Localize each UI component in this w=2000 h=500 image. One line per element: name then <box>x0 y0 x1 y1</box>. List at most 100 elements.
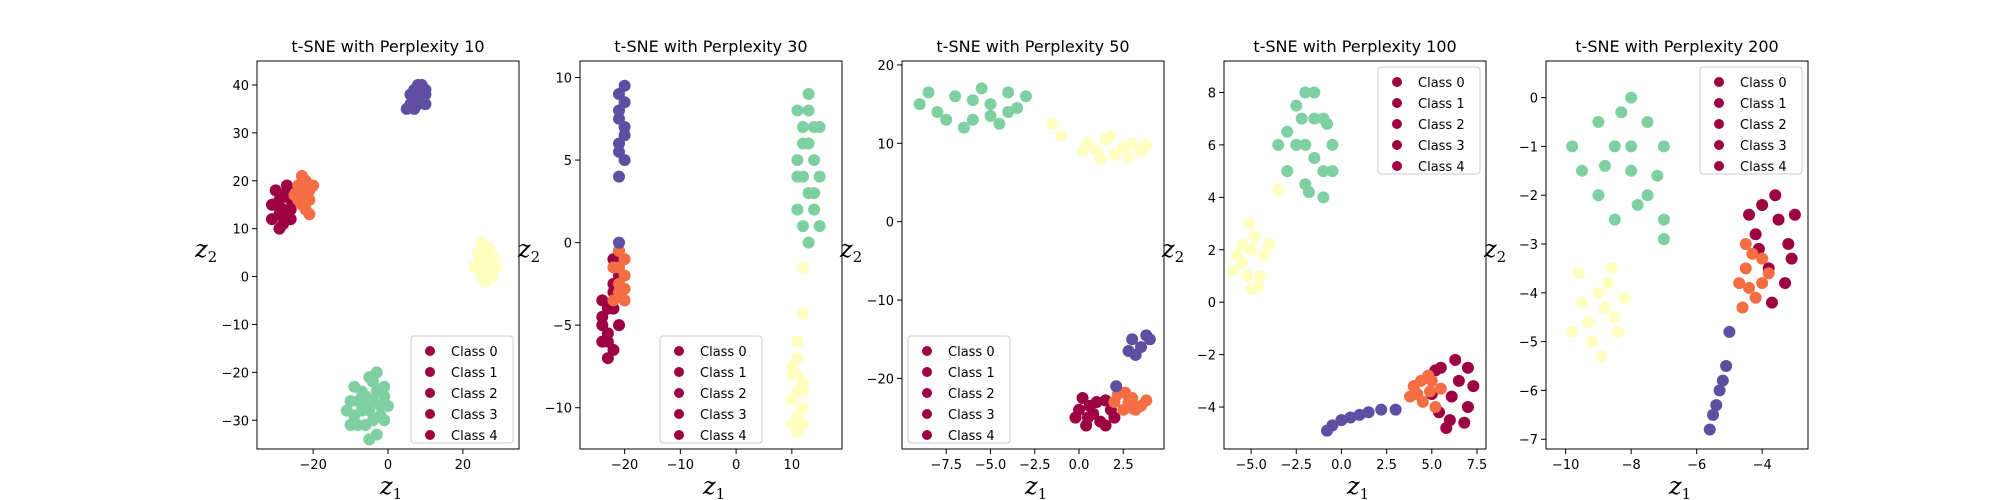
point-class-1 <box>618 294 631 307</box>
point-class-2 <box>1241 269 1254 282</box>
panel-3: t-SNE with Perplexity 50 −7.5 −5.0 −2.5 0.0 2… <box>839 37 1165 500</box>
y-tick-label: 0 <box>886 216 894 231</box>
point-class-0 <box>1445 390 1458 403</box>
point-class-4 <box>1703 423 1716 436</box>
point-class-3 <box>378 380 391 393</box>
point-class-3 <box>348 380 361 393</box>
point-class-3 <box>367 414 380 427</box>
point-class-2 <box>1257 249 1270 261</box>
point-class-2 <box>1076 145 1089 158</box>
legend-label: Class 1 <box>1740 97 1787 112</box>
point-class-1 <box>1126 402 1139 415</box>
point-class-3 <box>975 82 988 95</box>
y-tick-label: 2 <box>1208 244 1216 259</box>
point-class-1 <box>1429 401 1442 414</box>
point-class-2 <box>1245 243 1258 256</box>
legend-marker <box>1392 77 1402 87</box>
y-tick-label: −2 <box>1197 349 1216 364</box>
point-class-3 <box>1308 112 1321 125</box>
y-tick-label: −1 <box>1519 140 1538 155</box>
point-class-4 <box>1716 374 1729 387</box>
y-tick-label: 0 <box>1208 296 1216 311</box>
point-class-3 <box>1019 90 1032 103</box>
point-class-0 <box>1467 380 1480 393</box>
x-tick-label: 0 <box>732 458 740 473</box>
point-class-3 <box>1625 164 1638 177</box>
point-class-3 <box>922 86 935 99</box>
point-class-1 <box>307 179 320 192</box>
point-class-1 <box>613 261 626 274</box>
point-class-2 <box>1104 129 1117 142</box>
point-class-4 <box>1122 345 1135 358</box>
point-class-4 <box>1110 380 1123 393</box>
legend: Class 0 Class 1 Class 2 Class 3 Class 4 <box>410 335 514 444</box>
legend: Class 0 Class 1 Class 2 Class 3 Class 4 <box>907 335 1011 444</box>
legend-label: Class 2 <box>948 387 995 402</box>
point-class-3 <box>993 117 1006 130</box>
y-tick-label: −2 <box>1519 189 1538 204</box>
legend-label: Class 3 <box>700 408 747 423</box>
point-class-2 <box>1243 217 1256 230</box>
legend-marker <box>1714 161 1724 171</box>
point-class-2 <box>1252 280 1265 293</box>
point-class-0 <box>1108 411 1121 424</box>
y-tick-label: −5 <box>1519 336 1538 351</box>
point-class-2 <box>1612 325 1625 338</box>
point-class-0 <box>1440 422 1453 435</box>
legend-label: Class 3 <box>948 408 995 423</box>
x-tick-label: −10 <box>1552 458 1579 473</box>
plot-frame <box>901 60 1165 450</box>
point-class-4 <box>419 98 432 111</box>
point-class-1 <box>1739 238 1752 251</box>
point-class-4 <box>618 129 631 142</box>
point-class-4 <box>400 102 413 115</box>
point-class-1 <box>607 294 620 307</box>
point-class-3 <box>802 88 815 101</box>
y-tick-label: 30 <box>232 127 249 142</box>
point-class-3 <box>1320 117 1333 130</box>
point-class-0 <box>269 198 282 211</box>
legend-marker <box>674 430 684 440</box>
point-class-3 <box>382 399 394 412</box>
point-class-1 <box>1140 394 1153 407</box>
point-class-3 <box>359 390 372 403</box>
point-class-3 <box>808 203 821 216</box>
point-class-2 <box>1585 335 1598 348</box>
scatter-points <box>913 82 1156 432</box>
point-class-2 <box>785 360 798 373</box>
point-class-2 <box>1230 249 1243 261</box>
point-class-0 <box>1765 296 1778 309</box>
point-class-1 <box>1739 262 1752 275</box>
y-tick-label: −30 <box>222 414 249 429</box>
point-class-4 <box>1389 403 1402 416</box>
legend-label: Class 4 <box>451 429 498 444</box>
y-tick-label: 0 <box>564 237 572 252</box>
y-tick-label: 8 <box>1208 86 1216 101</box>
point-class-4 <box>1140 329 1153 342</box>
y-tick-label: −7 <box>1519 433 1538 448</box>
x-tick-label: −7.5 <box>930 458 962 473</box>
legend-label: Class 0 <box>1418 76 1465 91</box>
x-tick-label: −2.5 <box>1280 458 1312 473</box>
point-class-3 <box>1281 165 1294 178</box>
point-class-4 <box>1720 360 1733 373</box>
point-class-3 <box>949 90 962 103</box>
point-class-0 <box>280 179 293 192</box>
point-class-3 <box>340 404 353 417</box>
point-class-2 <box>1618 291 1631 304</box>
point-class-3 <box>1299 138 1312 151</box>
panel-title: t-SNE with Perplexity 30 <box>614 37 807 56</box>
y-tick-label: 0 <box>1530 92 1538 107</box>
legend-marker <box>922 388 932 398</box>
point-class-0 <box>1452 374 1465 387</box>
point-class-0 <box>1461 401 1474 414</box>
point-class-1 <box>1762 267 1775 280</box>
point-class-1 <box>1749 291 1762 304</box>
point-class-3 <box>1641 189 1654 202</box>
point-class-3 <box>802 104 815 117</box>
point-class-4 <box>613 104 626 117</box>
legend-marker <box>922 367 932 377</box>
x-axis-label: z1 <box>379 472 402 500</box>
point-class-3 <box>940 113 953 126</box>
point-class-0 <box>1779 277 1792 290</box>
